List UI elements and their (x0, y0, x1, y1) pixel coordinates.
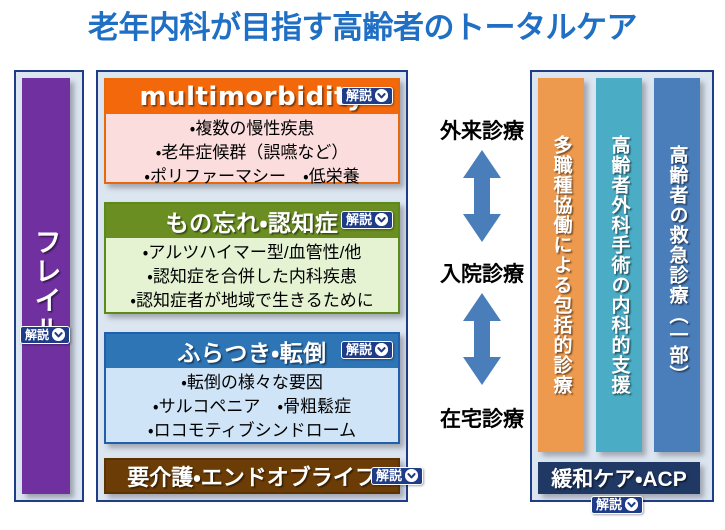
setting-label-home-care: 在宅診療 (440, 408, 524, 431)
vbar-surgical-support-label: 高齢者外科手術の内科的支援 (608, 135, 630, 395)
setting-label-inpatient: 入院診療 (440, 263, 524, 286)
kaisetsu-label: 解説 (345, 212, 372, 227)
card-dementia[interactable]: もの忘れ・認知症 解説 ・アルツハイマー型/血管性/他 ・認知症を合併した内科疾… (104, 202, 400, 314)
list-item: ・ロコモティブシンドローム (147, 421, 357, 440)
bar-palliative-care-acp[interactable]: 緩和ケア・ACP (538, 462, 700, 494)
card-falls-title: ふらつき・転倒 (177, 340, 327, 366)
vbar-emergency-care-label: 高齢者の救急診療（一部） (666, 145, 688, 385)
card-end-of-life-kaisetsu-badge[interactable]: 解説 (370, 467, 423, 485)
card-dementia-header: もの忘れ・認知症 解説 (106, 204, 398, 238)
bar-palliative-care-acp-label: 緩和ケア・ACP (551, 468, 687, 491)
kaisetsu-label: 解説 (25, 327, 50, 342)
card-multimorbidity-kaisetsu-badge[interactable]: 解説 (340, 87, 393, 105)
list-item: ・転倒の様々な要因 (181, 373, 323, 392)
vbar-emergency-care[interactable]: 高齢者の救急診療（一部） (654, 78, 700, 452)
frailty-kaisetsu-badge[interactable]: 解説 (20, 326, 71, 344)
frailty-label: フレイル (30, 228, 61, 344)
card-multimorbidity[interactable]: multimorbidity 解説 ・複数の慢性疾患 ・老年症候群（誤嚥など） … (104, 78, 400, 186)
card-multimorbidity-body: ・複数の慢性疾患 ・老年症候群（誤嚥など） ・ポリファーマシー ・低栄養 (106, 114, 398, 193)
card-end-of-life[interactable]: 要介護・エンドオブライフ 解説 (104, 458, 423, 494)
kaisetsu-label: 解説 (375, 468, 402, 483)
chevron-down-icon (375, 213, 388, 226)
card-falls-kaisetsu-badge[interactable]: 解説 (340, 341, 393, 359)
list-item: ・サルコペニア ・骨粗鬆症 (152, 397, 352, 416)
card-dementia-body: ・アルツハイマー型/血管性/他 ・認知症を合併した内科疾患 ・認知症者が地域で生… (106, 238, 398, 317)
card-multimorbidity-title: multimorbidity (139, 82, 365, 112)
card-multimorbidity-header: multimorbidity 解説 (106, 80, 398, 114)
card-falls[interactable]: ふらつき・転倒 解説 ・転倒の様々な要因 ・サルコペニア ・骨粗鬆症 ・ロコモテ… (104, 332, 400, 444)
page-title: 老年内科が目指す高齢者のトータルケア (88, 10, 638, 45)
double-arrow-icon (459, 291, 505, 387)
double-arrow-icon (459, 148, 505, 244)
kaisetsu-label: 解説 (596, 497, 623, 512)
vbar-multidisciplinary-care[interactable]: 多職種協働による包括的診療 (538, 78, 584, 452)
frailty-bar[interactable]: フレイル (22, 78, 70, 494)
list-item: ・複数の慢性疾患 (189, 119, 315, 138)
kaisetsu-label: 解説 (345, 88, 372, 103)
chevron-down-icon (52, 328, 66, 341)
list-item: ・認知症者が地域で生きるために (130, 291, 374, 310)
list-item: ・ポリファーマシー ・低栄養 (144, 167, 360, 186)
card-falls-body: ・転倒の様々な要因 ・サルコペニア ・骨粗鬆症 ・ロコモティブシンドローム (106, 368, 398, 447)
chevron-down-icon (405, 469, 418, 482)
chevron-down-icon (375, 89, 388, 102)
list-item: ・アルツハイマー型/血管性/他 (142, 243, 362, 262)
vbar-multidisciplinary-care-label: 多職種協働による包括的診療 (550, 135, 572, 395)
card-dementia-title: もの忘れ・認知症 (165, 210, 339, 236)
list-item: ・認知症を合併した内科疾患 (147, 267, 357, 286)
card-end-of-life-title: 要介護・エンドオブライフ (127, 465, 377, 490)
vbar-surgical-support[interactable]: 高齢者外科手術の内科的支援 (596, 78, 642, 452)
chevron-down-icon (375, 343, 388, 356)
card-dementia-kaisetsu-badge[interactable]: 解説 (340, 211, 393, 229)
setting-label-outpatient: 外来診療 (440, 120, 524, 143)
card-falls-header: ふらつき・転倒 解説 (106, 334, 398, 368)
chevron-down-icon (625, 498, 639, 511)
acp-kaisetsu-badge[interactable]: 解説 (591, 496, 644, 514)
list-item: ・老年症候群（誤嚥など） (155, 143, 349, 162)
kaisetsu-label: 解説 (345, 342, 372, 357)
